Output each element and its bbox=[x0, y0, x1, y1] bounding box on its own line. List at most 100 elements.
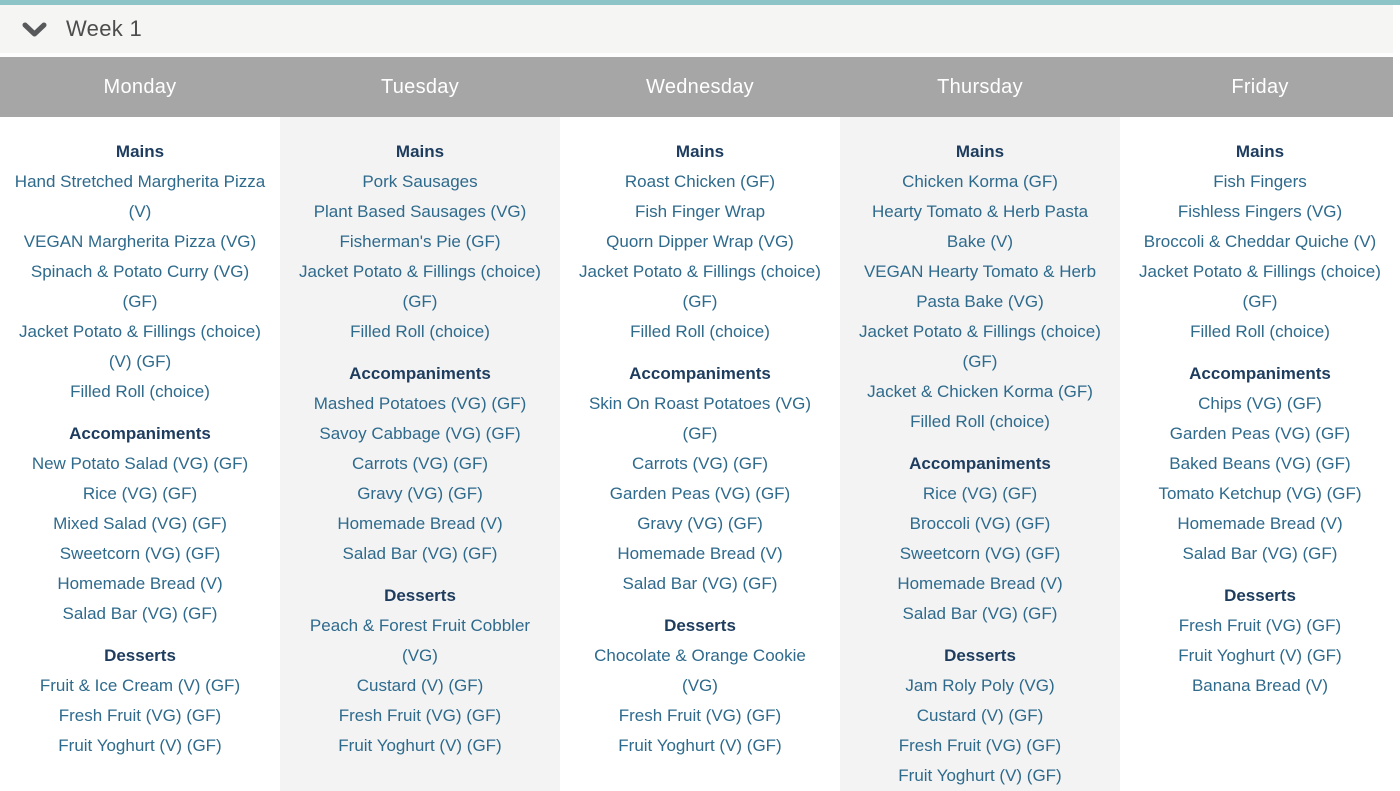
menu-item: Chicken Korma (GF) bbox=[902, 172, 1058, 191]
menu-item: Filled Roll (choice) bbox=[910, 412, 1050, 431]
menu-item: Fruit Yoghurt (V) (GF) bbox=[58, 736, 222, 755]
menu-item: Carrots (VG) (GF) bbox=[352, 454, 488, 473]
menu-item: Banana Bread (V) bbox=[1191, 676, 1329, 695]
day-header-wednesday: Wednesday bbox=[560, 57, 840, 117]
menu-item: Carrots (VG) (GF) bbox=[632, 454, 768, 473]
header-divider bbox=[0, 53, 1400, 57]
menu-item: Homemade Bread (V) bbox=[897, 574, 1063, 593]
menu-item: Fresh Fruit (VG) (GF) bbox=[618, 706, 782, 725]
day-label: Tuesday bbox=[380, 75, 460, 98]
menu-item: Fruit & Ice Cream (V) (GF) bbox=[39, 676, 241, 695]
menu-item: Filled Roll (choice) bbox=[350, 322, 490, 341]
menu-item: Fish Fingers bbox=[1213, 172, 1307, 191]
menu-item: Savoy Cabbage (VG) (GF) bbox=[319, 424, 521, 443]
accent-bar bbox=[0, 0, 1400, 5]
section-title: Desserts bbox=[1224, 586, 1296, 605]
menu-item: Salad Bar (VG) (GF) bbox=[902, 604, 1058, 623]
day-header-thursday: Thursday bbox=[840, 57, 1120, 117]
menu-columns: Mains Hand Stretched Margherita Pizza (V)… bbox=[0, 117, 1400, 791]
section-title: Mains bbox=[675, 142, 725, 161]
menu-item: Homemade Bread (V) bbox=[337, 514, 503, 533]
chevron-down-icon[interactable] bbox=[22, 22, 47, 37]
menu-item: Rice (VG) (GF) bbox=[922, 484, 1038, 503]
menu-item: Sweetcorn (VG) (GF) bbox=[59, 544, 221, 563]
day-header-friday: Friday bbox=[1120, 57, 1400, 117]
day-header-monday: Monday bbox=[0, 57, 280, 117]
week-accordion-header[interactable]: Week 1 bbox=[0, 5, 1400, 53]
menu-item: Fisherman's Pie (GF) bbox=[339, 232, 501, 251]
day-header-tuesday: Tuesday bbox=[280, 57, 560, 117]
section-title: Accompaniments bbox=[69, 424, 211, 443]
menu-item: New Potato Salad (VG) (GF) bbox=[31, 454, 249, 473]
menu-item: Peach & Forest Fruit Cobbler (VG) bbox=[309, 616, 531, 665]
day-column-tuesday: Mains Pork Sausages Plant Based Sausages (… bbox=[280, 117, 560, 791]
menu-item: Chips (VG) (GF) bbox=[1198, 394, 1322, 413]
menu-item: Jacket Potato & Fillings (choice) (GF) bbox=[1139, 262, 1381, 311]
menu-item: Fruit Yoghurt (V) (GF) bbox=[1178, 646, 1342, 665]
menu-item: Spinach & Potato Curry (VG) (GF) bbox=[30, 262, 250, 311]
menu-item: Custard (V) (GF) bbox=[916, 706, 1044, 725]
section-title: Accompaniments bbox=[349, 364, 491, 383]
section-title: Desserts bbox=[384, 586, 456, 605]
menu-item: Skin On Roast Potatoes (VG) (GF) bbox=[588, 394, 812, 443]
day-label: Friday bbox=[1231, 75, 1289, 98]
menu-item: Gravy (VG) (GF) bbox=[357, 484, 483, 503]
menu-item: Salad Bar (VG) (GF) bbox=[622, 574, 778, 593]
day-column-wednesday: Mains Roast Chicken (GF) Fish Finger Wrap Q… bbox=[560, 117, 840, 791]
section-title: Desserts bbox=[944, 646, 1016, 665]
menu-item: Salad Bar (VG) (GF) bbox=[342, 544, 498, 563]
menu-item: Fresh Fruit (VG) (GF) bbox=[898, 736, 1062, 755]
menu-item: Broccoli (VG) (GF) bbox=[909, 514, 1051, 533]
menu-item: Filled Roll (choice) bbox=[630, 322, 770, 341]
day-bar: Monday Tuesday Wednesday Thursday Friday bbox=[0, 57, 1400, 117]
menu-item: Mixed Salad (VG) (GF) bbox=[53, 514, 227, 533]
menu-item: Chocolate & Orange Cookie (VG) bbox=[594, 646, 806, 695]
menu-item: Fruit Yoghurt (V) (GF) bbox=[898, 766, 1062, 785]
section-title: Desserts bbox=[104, 646, 176, 665]
menu-item: Jacket Potato & Fillings (choice) (GF) bbox=[859, 322, 1101, 371]
menu-item: Fish Finger Wrap bbox=[634, 202, 766, 221]
menu-item: Sweetcorn (VG) (GF) bbox=[899, 544, 1061, 563]
menu-item: Gravy (VG) (GF) bbox=[637, 514, 763, 533]
day-label: Thursday bbox=[937, 75, 1023, 98]
section-title: Desserts bbox=[664, 616, 736, 635]
menu-item: Garden Peas (VG) (GF) bbox=[1169, 424, 1351, 443]
right-edge-gutter bbox=[1393, 5, 1400, 791]
menu-item: Hearty Tomato & Herb Pasta Bake (V) bbox=[871, 202, 1089, 251]
menu-item: Baked Beans (VG) (GF) bbox=[1169, 454, 1351, 473]
section-title: Mains bbox=[115, 142, 165, 161]
menu-item: Custard (V) (GF) bbox=[356, 676, 484, 695]
menu-item: Fresh Fruit (VG) (GF) bbox=[58, 706, 222, 725]
menu-item: Broccoli & Cheddar Quiche (V) bbox=[1143, 232, 1377, 251]
menu-item: Fruit Yoghurt (V) (GF) bbox=[338, 736, 502, 755]
menu-item: Tomato Ketchup (VG) (GF) bbox=[1158, 484, 1362, 503]
menu-item: Salad Bar (VG) (GF) bbox=[1182, 544, 1338, 563]
menu-item: VEGAN Hearty Tomato & Herb Pasta Bake (V… bbox=[863, 262, 1097, 311]
menu-item: Homemade Bread (V) bbox=[1177, 514, 1343, 533]
menu-item: Homemade Bread (V) bbox=[617, 544, 783, 563]
section-title: Mains bbox=[955, 142, 1005, 161]
menu-item: Homemade Bread (V) bbox=[57, 574, 223, 593]
menu-item: Salad Bar (VG) (GF) bbox=[62, 604, 218, 623]
menu-item: Plant Based Sausages (VG) bbox=[313, 202, 527, 221]
day-column-friday: Mains Fish Fingers Fishless Fingers (VG) Br… bbox=[1120, 117, 1400, 791]
menu-item: Pork Sausages bbox=[362, 172, 478, 191]
menu-item: Filled Roll (choice) bbox=[1190, 322, 1330, 341]
menu-item: Fresh Fruit (VG) (GF) bbox=[1178, 616, 1342, 635]
week-title: Week 1 bbox=[66, 16, 142, 41]
day-column-monday: Mains Hand Stretched Margherita Pizza (V)… bbox=[0, 117, 280, 791]
day-column-thursday: Mains Chicken Korma (GF) Hearty Tomato & H… bbox=[840, 117, 1120, 791]
menu-item: VEGAN Margherita Pizza (VG) bbox=[23, 232, 257, 251]
day-label: Monday bbox=[103, 75, 177, 98]
menu-item: Hand Stretched Margherita Pizza (V) bbox=[14, 172, 266, 221]
menu-item: Fishless Fingers (VG) bbox=[1177, 202, 1343, 221]
menu-item: Quorn Dipper Wrap (VG) bbox=[606, 232, 794, 251]
section-title: Mains bbox=[1235, 142, 1285, 161]
menu-item: Roast Chicken (GF) bbox=[624, 172, 776, 191]
section-title: Accompaniments bbox=[909, 454, 1051, 473]
menu-item: Jacket Potato & Fillings (choice) (V) (G… bbox=[19, 322, 261, 371]
menu-item: Rice (VG) (GF) bbox=[82, 484, 198, 503]
day-label: Wednesday bbox=[646, 75, 754, 98]
menu-item: Filled Roll (choice) bbox=[70, 382, 210, 401]
